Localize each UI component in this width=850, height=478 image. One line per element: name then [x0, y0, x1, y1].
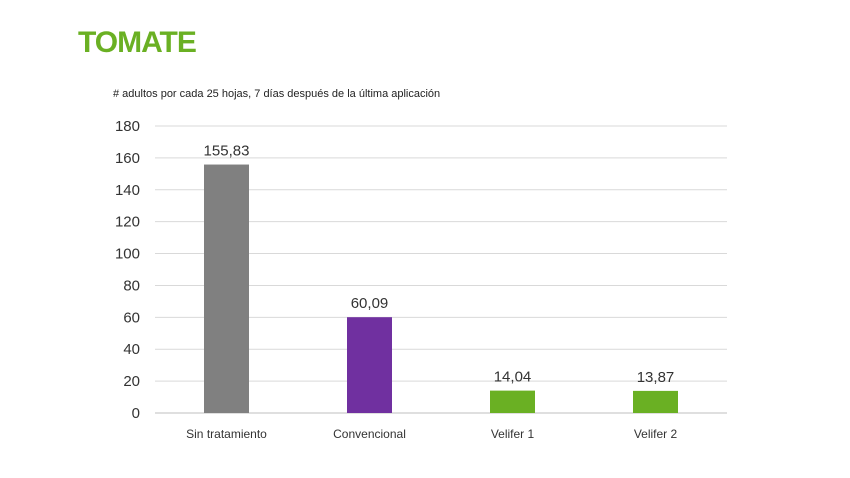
- data-label: 155,83: [204, 143, 250, 160]
- y-tick-label: 160: [115, 150, 140, 167]
- x-axis-category-labels: Sin tratamiento Convencional Velifer 1 Veli…: [186, 427, 677, 441]
- data-label: 60,09: [351, 295, 389, 312]
- chart-subtitle: # adultos por cada 25 hojas, 7 días desp…: [113, 88, 441, 100]
- y-axis-tick-labels: 0 20 40 60 80 100 120 140 160 180: [115, 118, 140, 422]
- y-tick-label: 60: [123, 309, 140, 326]
- bar: [204, 164, 249, 413]
- bar: [490, 390, 535, 413]
- bar: [633, 390, 678, 413]
- category-label: Sin tratamiento: [186, 427, 267, 441]
- category-label: Convencional: [333, 427, 406, 441]
- y-tick-label: 80: [123, 277, 140, 294]
- bar: [347, 317, 392, 413]
- data-label: 14,04: [494, 369, 532, 386]
- data-label: 13,87: [637, 369, 675, 386]
- y-tick-label: 20: [123, 373, 140, 390]
- page-title: TOMATE: [78, 26, 197, 59]
- y-tick-label: 120: [115, 214, 140, 231]
- category-label: Velifer 1: [491, 427, 535, 441]
- y-tick-label: 40: [123, 341, 140, 358]
- y-tick-label: 140: [115, 182, 140, 199]
- y-tick-label: 100: [115, 246, 140, 263]
- y-tick-label: 180: [115, 118, 140, 135]
- y-tick-label: 0: [132, 405, 140, 422]
- category-label: Velifer 2: [634, 427, 678, 441]
- gridlines: [155, 125, 727, 414]
- bars: [204, 164, 678, 413]
- data-labels: 155,83 60,09 14,04 13,87: [204, 143, 675, 386]
